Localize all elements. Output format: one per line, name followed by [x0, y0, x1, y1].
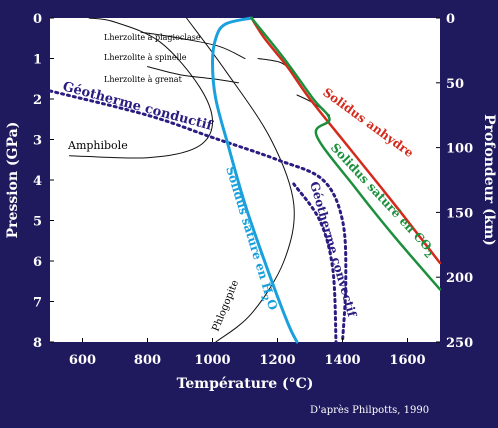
curve-amphibole: [69, 17, 214, 159]
label-amphibole: Amphibole: [67, 139, 128, 152]
x-tick-label: 1400: [324, 353, 360, 368]
x-tick-label: 600: [69, 353, 96, 368]
y-left-tick-label: 3: [33, 134, 42, 149]
y-right-tick-label: 50: [446, 77, 464, 92]
label-solidus-co2-sub: 2: [421, 249, 433, 260]
curve-spinel-garnet-boundary: [147, 66, 239, 84]
x-tick-label: 800: [134, 353, 161, 368]
label-lherzolite-spinelle: Lherzolite à spinelle: [104, 53, 187, 62]
curve-geotherme-convectif: [292, 182, 338, 344]
x-tick-label: 1600: [389, 353, 425, 368]
curve-solidus-co2: [250, 16, 442, 291]
y-left-tick-label: 7: [33, 296, 42, 311]
ticks-layer: 600 800 1000 1200 1400 1600 0 1 2 3 4 5 6 7 8 0 50 100 150…: [33, 12, 473, 368]
label-solidus-h2o-sub: 2: [258, 294, 269, 303]
y-left-tick-label: 0: [33, 12, 42, 27]
x-tick-label: 1000: [194, 353, 230, 368]
label-lherzolite-plagioclase: Lherzolite à plagioclase: [104, 33, 201, 42]
curve-solidus-h2o: [210, 16, 299, 344]
label-solidus-h2o-end: O: [264, 298, 280, 312]
y-left-tick-label: 6: [33, 255, 42, 270]
curves-layer: [48, 16, 442, 344]
y-axis-title-right: Profondeur (km): [481, 114, 497, 246]
y-right-tick-label: 0: [446, 12, 455, 27]
x-tick-label: 1200: [259, 353, 295, 368]
y-right-tick-label: 100: [446, 142, 473, 157]
y-left-tick-label: 5: [33, 215, 42, 230]
curve-phlogopite: [186, 17, 295, 343]
y-right-tick-label: 250: [446, 336, 473, 351]
label-lherzolite-grenat: Lherzolite à grenat: [104, 75, 183, 84]
y-left-tick-label: 8: [33, 336, 42, 351]
curve-solidus-anhydre: [250, 16, 442, 265]
x-axis-title: Température (°C): [177, 376, 314, 392]
y-left-tick-label: 1: [33, 53, 42, 68]
y-left-tick-label: 4: [33, 174, 42, 189]
plot-area: [50, 18, 440, 342]
curve-plagioclase-spinel-boundary: [140, 31, 246, 59]
curve-geotherme-conductif: [48, 89, 348, 344]
y-right-tick-label: 150: [446, 206, 473, 221]
credit: D'après Philpotts, 1990: [310, 405, 429, 416]
y-right-tick-label: 200: [446, 271, 473, 286]
y-axis-title-left: Pression (GPa): [5, 122, 21, 239]
y-left-tick-label: 2: [33, 93, 42, 108]
